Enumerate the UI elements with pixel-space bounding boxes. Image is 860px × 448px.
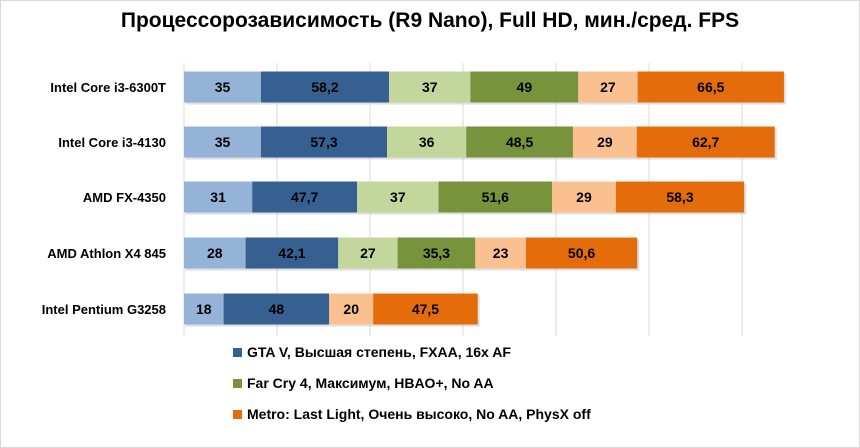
data-label: 49 (517, 79, 533, 95)
bar (184, 126, 261, 158)
bar (184, 71, 261, 103)
data-label: 48 (269, 301, 285, 317)
legend-swatch (233, 410, 242, 419)
bar (357, 181, 439, 213)
category-label: Intel Core i3-6300T (50, 80, 166, 95)
bar (552, 181, 616, 213)
bar (525, 237, 638, 269)
category-label: AMD Athlon X4 845 (47, 246, 166, 261)
data-label: 48,5 (506, 134, 533, 150)
legend-entry: Metro: Last Light, Очень высоко, No AA, … (247, 406, 591, 422)
data-label: 57,3 (310, 134, 337, 150)
data-label: 23 (493, 245, 509, 261)
data-label: 35 (215, 134, 231, 150)
data-label: 29 (597, 134, 613, 150)
bar (475, 237, 526, 269)
legend-entry: GTA V, Высшая степень, FXAA, 16x AF (247, 344, 511, 360)
bar (184, 181, 253, 213)
data-label: 29 (576, 189, 592, 205)
category-label: Intel Pentium G3258 (42, 302, 166, 317)
category-label: AMD FX-4350 (83, 190, 166, 205)
legend-swatch (233, 379, 242, 388)
data-label: 27 (360, 245, 376, 261)
bar (466, 126, 573, 158)
bar (184, 237, 246, 269)
bar (261, 126, 388, 158)
data-label: 28 (207, 245, 223, 261)
category-label: Intel Core i3-4130 (58, 135, 166, 150)
data-label: 42,1 (278, 245, 305, 261)
data-label: 66,5 (697, 79, 724, 95)
bar (261, 71, 390, 103)
data-label: 35 (215, 79, 231, 95)
bar (329, 293, 374, 325)
legend-swatch (233, 348, 242, 357)
data-label: 31 (210, 189, 226, 205)
data-label: 58,2 (311, 79, 338, 95)
bar (373, 293, 478, 325)
bar (387, 126, 467, 158)
bar (578, 71, 638, 103)
data-label: 47,7 (291, 189, 318, 205)
data-label: 36 (419, 134, 435, 150)
data-label: 58,3 (666, 189, 693, 205)
data-label: 37 (390, 189, 406, 205)
data-label: 51,6 (482, 189, 509, 205)
data-label: 27 (600, 79, 616, 95)
bar (636, 126, 775, 158)
bar (397, 237, 476, 269)
data-label: 35,3 (423, 245, 450, 261)
bar (338, 237, 398, 269)
data-label: 37 (422, 79, 438, 95)
data-label: 20 (343, 301, 359, 317)
bar (252, 181, 358, 213)
bar (184, 293, 224, 325)
data-label: 50,6 (568, 245, 595, 261)
bar (438, 181, 553, 213)
legend-entry: Far Cry 4, Максимум, HBAO+, No AA (247, 375, 494, 391)
bar (470, 71, 579, 103)
bar (572, 126, 637, 158)
bar (389, 71, 471, 103)
bar (223, 293, 330, 325)
bar (245, 237, 339, 269)
data-label: 18 (196, 301, 212, 317)
chart-title: Процессорозависимость (R9 Nano), Full HD… (120, 9, 740, 32)
bar (637, 71, 784, 103)
bar (615, 181, 745, 213)
data-label: 62,7 (692, 134, 719, 150)
data-label: 47,5 (412, 301, 439, 317)
